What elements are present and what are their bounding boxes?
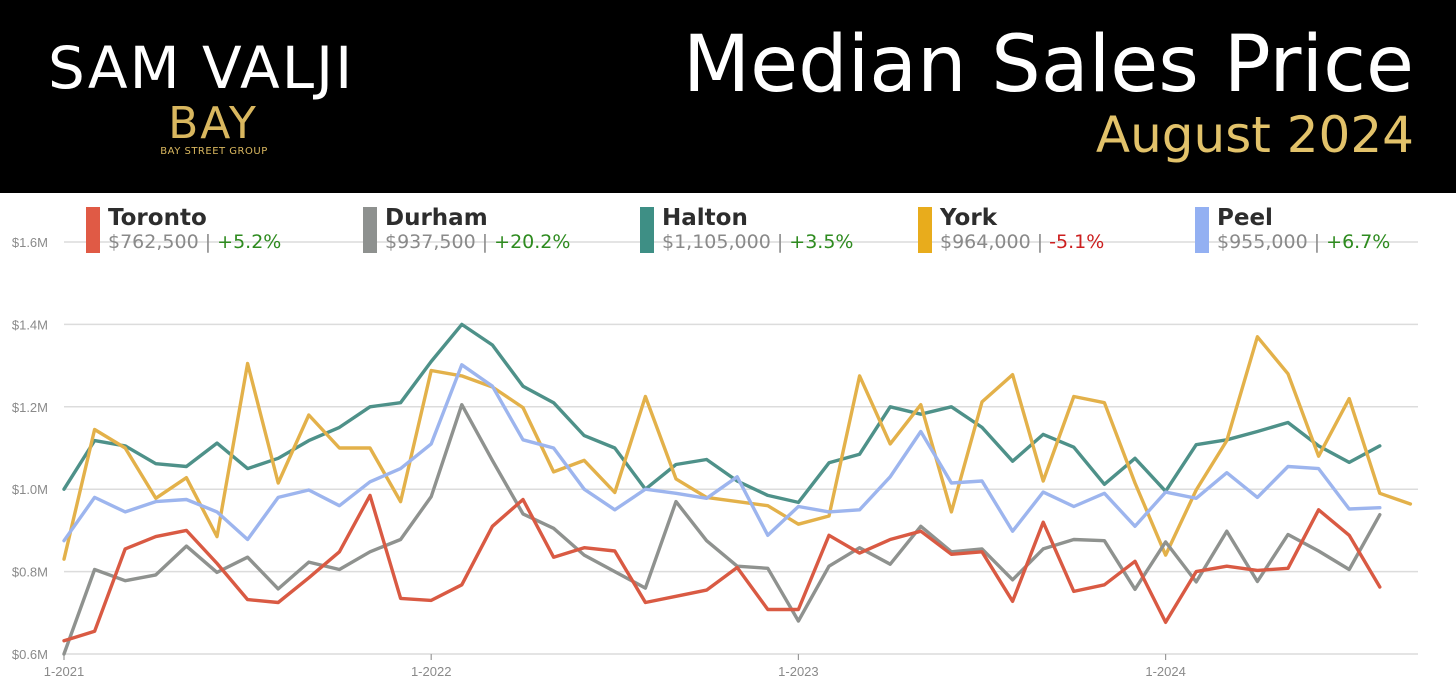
- legend-separator: |: [1313, 231, 1321, 253]
- y-tick-label: $0.8M: [12, 565, 48, 580]
- y-tick-label: $1.6M: [12, 235, 48, 250]
- legend-price: $762,500: [108, 231, 199, 253]
- legend-price: $955,000: [1217, 231, 1308, 253]
- legend-price: $964,000: [940, 231, 1031, 253]
- legend-change: +20.2%: [494, 231, 571, 253]
- legend-swatch: [1195, 207, 1209, 253]
- legend-separator: |: [481, 231, 489, 253]
- legend-stats: $955,000 | +6.7%: [1217, 231, 1390, 253]
- legend-swatch: [918, 207, 932, 253]
- series-line-toronto: [62, 493, 1382, 643]
- x-axis-ticks: 1-2021 1-2022 1-2023 1-2024: [44, 654, 1186, 679]
- series-line-durham: [62, 403, 1382, 656]
- legend-separator: |: [776, 231, 784, 253]
- legend-stats: $937,500 | +20.2%: [385, 231, 570, 253]
- y-tick-label: $1.0M: [12, 482, 48, 497]
- legend-name: Durham: [385, 205, 488, 231]
- legend-change: +5.2%: [217, 231, 282, 253]
- x-tick-label: 1-2021: [44, 664, 84, 679]
- legend-price: $937,500: [385, 231, 476, 253]
- x-tick-label: 1-2022: [411, 664, 451, 679]
- x-tick-label: 1-2023: [778, 664, 818, 679]
- x-tick-label: 1-2024: [1145, 664, 1185, 679]
- page-subtitle: August 2024: [1095, 106, 1414, 164]
- legend-change: +3.5%: [789, 231, 854, 253]
- header-banner: SAM VALJI BAY BAY STREET GROUP Median Sa…: [0, 0, 1456, 193]
- legend-separator: |: [204, 231, 212, 253]
- brand-name: SAM VALJI: [48, 34, 355, 102]
- y-tick-label: $1.4M: [12, 317, 48, 332]
- legend-swatch: [640, 207, 654, 253]
- legend-name: Toronto: [108, 205, 207, 231]
- legend-swatch: [86, 207, 100, 253]
- series-line-halton: [62, 322, 1382, 505]
- series-lines: [62, 322, 1413, 656]
- page-title: Median Sales Price: [682, 20, 1414, 110]
- legend-price: $1,105,000: [662, 231, 771, 253]
- legend-separator: |: [1036, 231, 1044, 253]
- legend-name: Peel: [1217, 205, 1273, 231]
- y-tick-label: $0.6M: [12, 647, 48, 662]
- legend-stats: $1,105,000 | +3.5%: [662, 231, 854, 253]
- legend-swatch: [363, 207, 377, 253]
- bay-logo-text: BAY: [168, 100, 258, 142]
- y-axis-ticks: $0.6M $0.8M $1.0M $1.2M $1.4M $1.6M: [12, 235, 48, 662]
- grid-lines: [64, 241, 1418, 655]
- legend-stats: $964,000 | -5.1%: [940, 231, 1104, 253]
- bay-logo-icon: BAY: [168, 100, 258, 142]
- legend-name: Halton: [662, 205, 748, 231]
- legend-change: +6.7%: [1326, 231, 1391, 253]
- legend-stats: $762,500 | +5.2%: [108, 231, 281, 253]
- legend-change: -5.1%: [1049, 231, 1105, 253]
- y-tick-label: $1.2M: [12, 400, 48, 415]
- brand-subtitle: BAY STREET GROUP: [160, 146, 268, 157]
- legend-name: York: [940, 205, 997, 231]
- series-line-peel: [62, 363, 1382, 543]
- series-line-york: [62, 335, 1413, 561]
